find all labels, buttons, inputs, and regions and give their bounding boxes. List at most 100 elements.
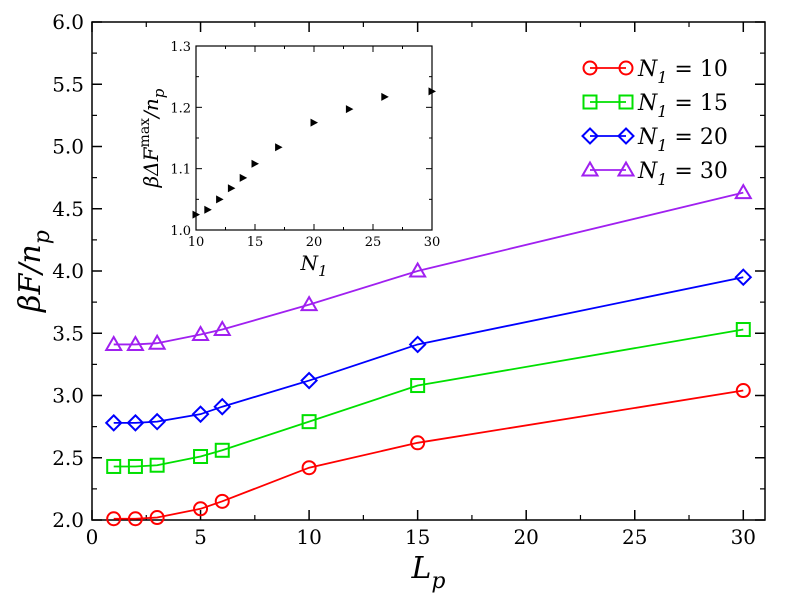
label-part: 1	[657, 102, 667, 121]
data-point	[191, 405, 210, 424]
legend-marker	[618, 94, 634, 110]
data-point	[148, 412, 167, 431]
data-point	[126, 334, 145, 351]
legend-entry: N1 = 15	[582, 91, 728, 121]
series-4	[104, 183, 753, 351]
label-part: βΔF	[139, 146, 163, 188]
x-tick-label: 15	[405, 525, 430, 549]
y-tick-label: 3.0	[52, 384, 84, 408]
label-part: p	[30, 230, 55, 244]
data-point	[301, 414, 317, 430]
data-point	[408, 335, 427, 354]
y-tick-label: 2.5	[52, 446, 84, 470]
data-point	[127, 511, 143, 527]
series-line	[113, 276, 744, 424]
x-tick-label: 30	[731, 525, 756, 549]
inset-data-point	[239, 173, 248, 182]
data-point	[214, 493, 230, 509]
y-tick-label: 4.0	[52, 259, 84, 283]
data-point	[735, 322, 751, 338]
label-part: 1	[318, 262, 328, 280]
inset-x-tick-label: 15	[247, 235, 264, 250]
inset-data-point	[227, 184, 236, 193]
label-part: 1	[657, 170, 667, 189]
label-part: = 10	[667, 57, 727, 82]
x-tick-label: 25	[622, 525, 647, 549]
series-1	[106, 383, 751, 527]
label-part: max	[137, 118, 153, 148]
legend-entry: N1 = 10	[582, 57, 728, 87]
label-part: = 30	[667, 159, 727, 184]
data-point	[410, 378, 426, 394]
data-point	[193, 501, 209, 517]
inset-data-point	[345, 105, 354, 114]
inset-chart: 10 15 20 25 30 1.0 1.1 1.2 1.3 N1 βΔFmax/np	[137, 40, 440, 280]
inset-data-point	[381, 92, 389, 101]
x-tick-label: 20	[513, 525, 538, 549]
label-part: N	[637, 159, 658, 184]
inset-x-tick-label: 10	[188, 235, 205, 250]
inset-data-point	[310, 118, 318, 127]
inset-data-point	[251, 159, 259, 168]
inset-y-tick-label: 1.1	[170, 163, 191, 178]
y-axis-title-group: βF/np	[13, 230, 55, 313]
legend-marker	[580, 160, 600, 177]
inset-y-tick-label: 1.2	[170, 101, 191, 116]
y-tick-label: 5.0	[52, 135, 84, 159]
y-axis-title: βF/np	[13, 230, 55, 313]
data-point	[213, 397, 232, 416]
label-part: N	[637, 125, 658, 150]
inset-data-point	[192, 210, 200, 219]
legend-label: N1 = 15	[637, 91, 728, 121]
legend-marker	[618, 60, 634, 76]
inset-x-tick-label: 20	[306, 235, 323, 250]
legend-label: N1 = 30	[637, 159, 728, 189]
data-point	[734, 268, 753, 287]
inset-x-tick-label: 30	[424, 235, 441, 250]
data-point	[127, 458, 143, 474]
data-point	[147, 333, 167, 350]
legend-marker	[582, 60, 598, 76]
data-point	[106, 458, 122, 474]
y-tick-label: 5.5	[52, 72, 84, 96]
legend-label: N1 = 20	[637, 125, 728, 155]
data-point	[735, 383, 751, 399]
data-point	[104, 413, 123, 432]
series-3	[104, 268, 753, 432]
inset-y-axis-title-group: βΔFmax/np	[137, 88, 168, 188]
inset-data-point	[275, 143, 283, 152]
inset-data-point	[428, 87, 436, 96]
inset-data-point	[204, 205, 212, 214]
data-point	[408, 261, 427, 278]
inset-x-axis-title: N1	[299, 251, 327, 280]
label-part: = 20	[667, 125, 727, 150]
legend-marker	[617, 127, 635, 145]
label-part: p	[150, 88, 168, 98]
series-line	[113, 328, 744, 468]
data-point	[410, 435, 426, 451]
legend-label: N1 = 10	[637, 57, 728, 87]
data-point	[214, 442, 230, 458]
label-part: N	[299, 251, 319, 275]
data-point	[301, 460, 317, 476]
data-point	[149, 510, 165, 526]
legend-marker	[582, 94, 598, 110]
label-part: = 15	[667, 91, 727, 116]
x-tick-label: 10	[296, 525, 321, 549]
x-axis-title: Lp	[410, 551, 445, 594]
inset-plot-frame	[195, 45, 433, 231]
data-point	[126, 413, 145, 432]
data-point	[299, 295, 319, 312]
label-part: 1	[657, 68, 667, 87]
inset-y-tick-label: 1.3	[170, 40, 191, 55]
legend-marker	[581, 127, 599, 145]
x-tick-label: 5	[194, 525, 207, 549]
data-point	[191, 324, 210, 341]
label-part: N	[637, 57, 658, 82]
series-line	[113, 389, 744, 520]
data-point	[104, 334, 123, 351]
legend-entry: N1 = 20	[581, 125, 728, 155]
label-part: /n	[139, 98, 163, 120]
